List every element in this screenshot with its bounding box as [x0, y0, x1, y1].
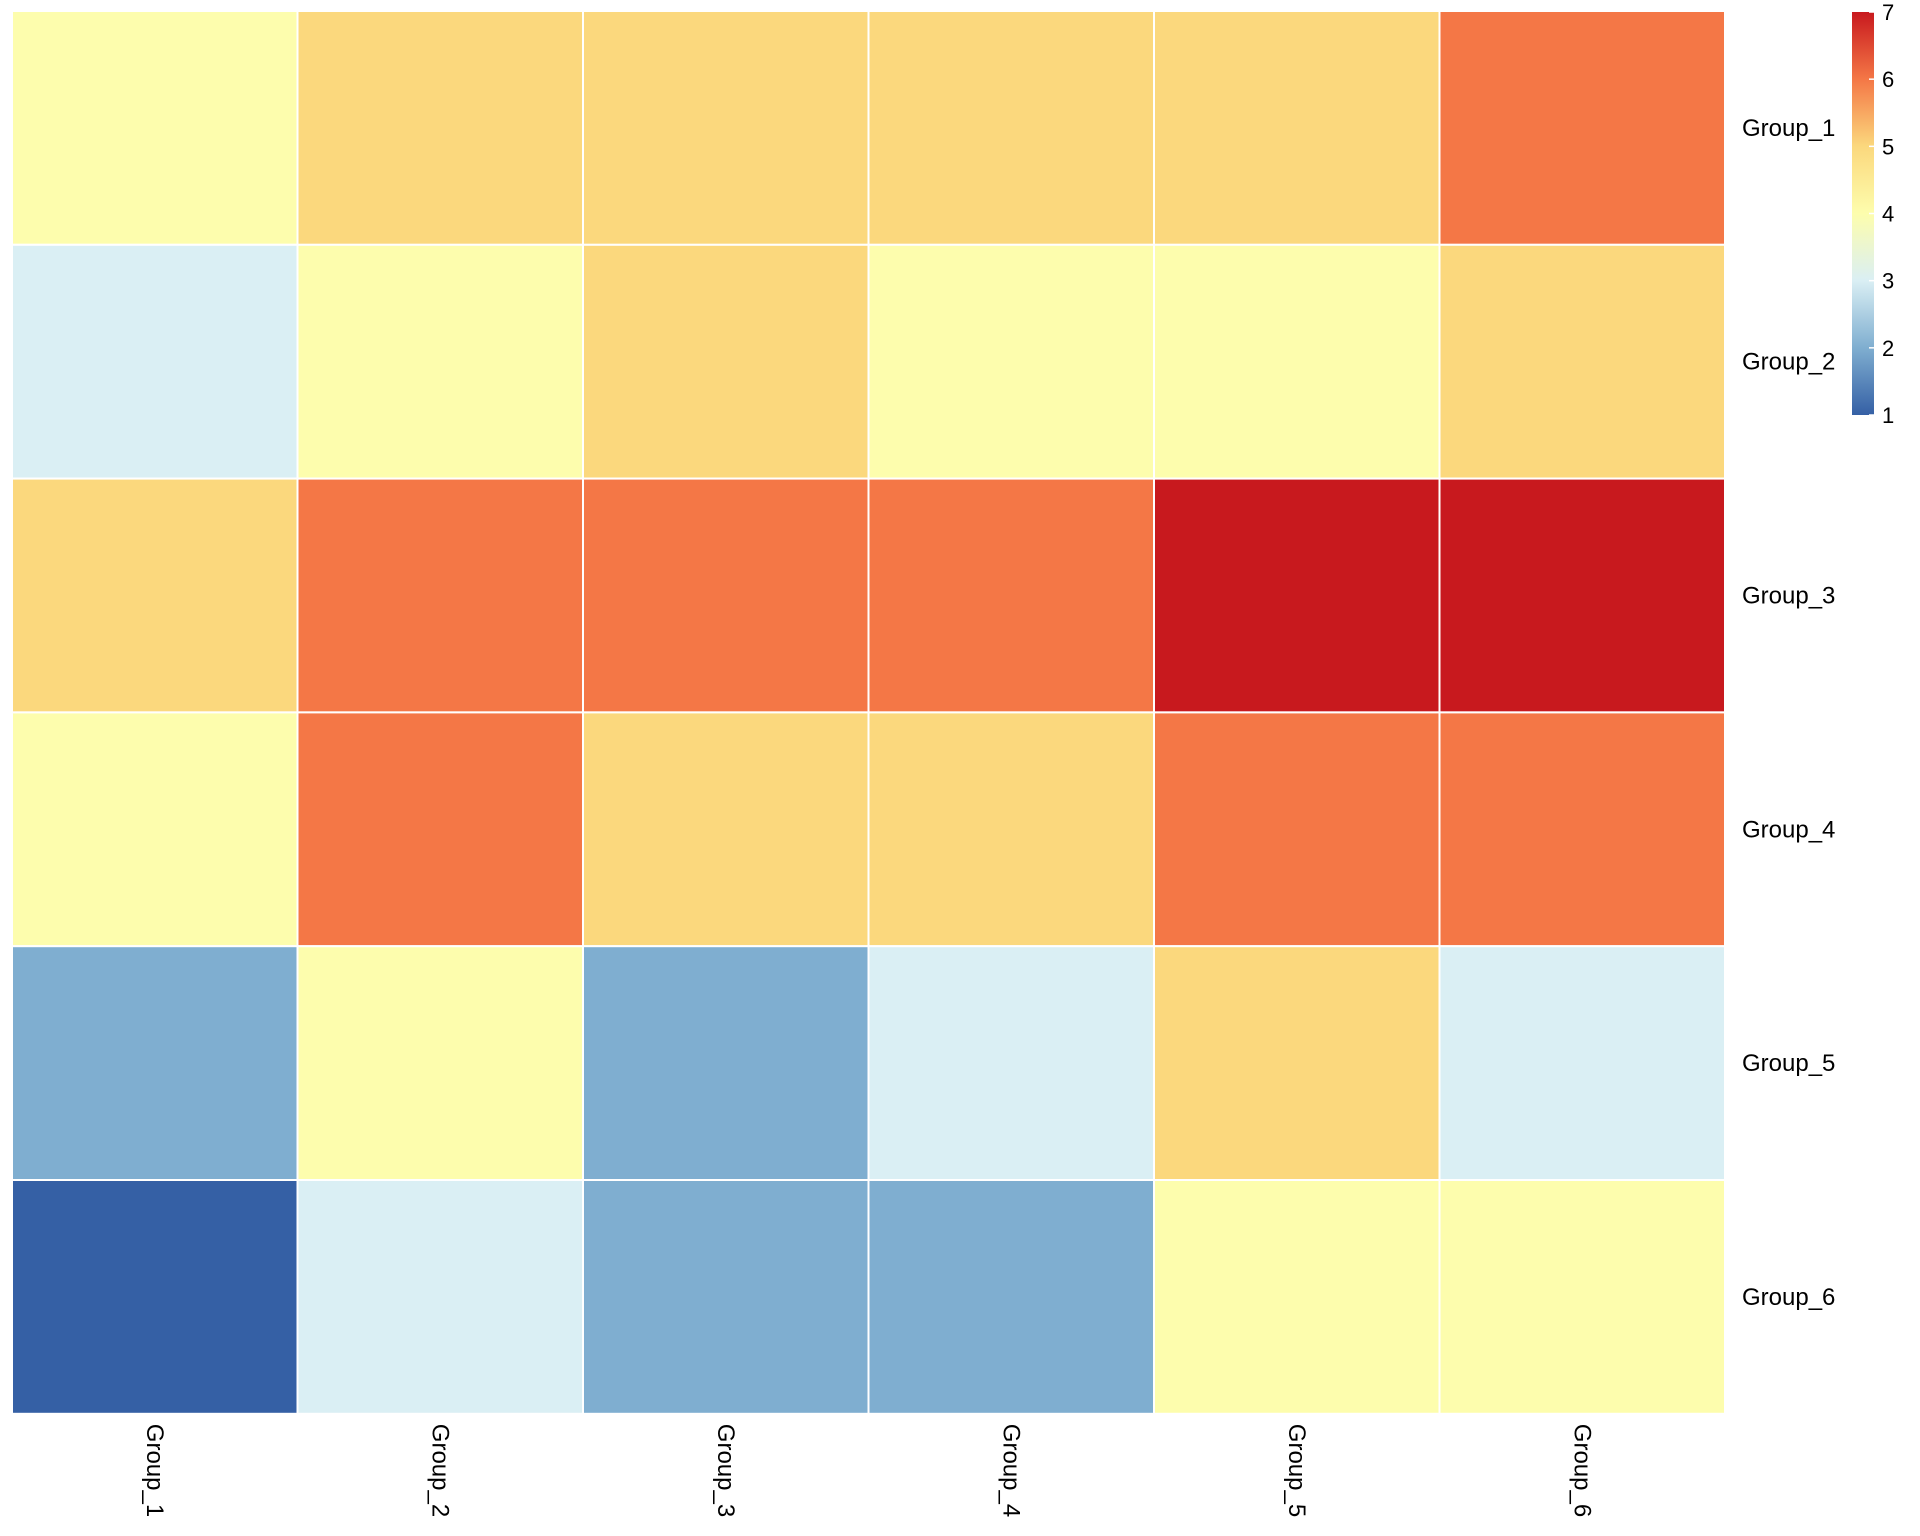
column-label: Group_4 [997, 1424, 1024, 1517]
column-label: Group_2 [426, 1424, 453, 1517]
legend-tick-label: 7 [1882, 0, 1894, 25]
heatmap-cell [1153, 1179, 1441, 1415]
heatmap-cell [867, 1179, 1155, 1415]
heatmap-cell [1153, 945, 1441, 1182]
heatmap-cell [1438, 945, 1726, 1182]
heatmap-cell [296, 945, 584, 1182]
row-label: Group_6 [1742, 1284, 1835, 1311]
legend-tick-label: 3 [1882, 269, 1894, 294]
color-legend-bar [1852, 12, 1874, 415]
heatmap-cell [1153, 10, 1441, 246]
row-labels: Group_1 Group_2 Group_3 Group_4 Group_5 Group… [1742, 115, 1835, 1311]
heatmap-cell [582, 477, 870, 714]
heatmap-cell [1438, 477, 1726, 714]
heatmap-cell [11, 711, 299, 948]
row-label: Group_2 [1742, 349, 1835, 376]
color-legend: 1 2 3 4 5 6 7 [1852, 0, 1894, 428]
column-label: Group_1 [141, 1424, 168, 1517]
heatmap-cell [1438, 711, 1726, 948]
heatmap-cell [582, 711, 870, 948]
heatmap-cell [1153, 243, 1441, 480]
heatmap-cell [296, 1179, 584, 1415]
heatmap-cell [296, 711, 584, 948]
legend-tick-label: 5 [1882, 134, 1894, 159]
heatmap-cell [867, 711, 1155, 948]
heatmap-cell [1153, 477, 1441, 714]
heatmap-cell [1438, 243, 1726, 480]
column-label: Group_6 [1568, 1424, 1595, 1517]
column-label: Group_3 [712, 1424, 739, 1517]
row-label: Group_4 [1742, 816, 1835, 843]
legend-tick-label: 4 [1882, 202, 1894, 227]
heatmap-cell [582, 1179, 870, 1415]
heatmap-cell [582, 945, 870, 1182]
heatmap-cell [582, 10, 870, 246]
column-labels: Group_1 Group_2 Group_3 Group_4 Group_5 Group… [141, 1424, 1596, 1517]
heatmap-cells [11, 10, 1726, 1415]
heatmap-cell [296, 243, 584, 480]
heatmap-cell [867, 10, 1155, 246]
heatmap-cell [582, 243, 870, 480]
heatmap-cell [11, 477, 299, 714]
heatmap-cell [11, 10, 299, 246]
heatmap-cell [1438, 1179, 1726, 1415]
column-label: Group_5 [1283, 1424, 1310, 1517]
row-label: Group_1 [1742, 115, 1835, 142]
heatmap-cell [11, 243, 299, 480]
heatmap-cell [867, 477, 1155, 714]
heatmap-cell [1438, 10, 1726, 246]
legend-tick-label: 1 [1882, 403, 1894, 428]
heatmap-cell [11, 1179, 299, 1415]
color-legend-ticks: 1 2 3 4 5 6 7 [1869, 0, 1894, 428]
row-label: Group_5 [1742, 1050, 1835, 1077]
heatmap-cell [1153, 711, 1441, 948]
heatmap-cell [296, 477, 584, 714]
heatmap-cell [11, 945, 299, 1182]
heatmap-cell [867, 243, 1155, 480]
legend-tick-label: 6 [1882, 67, 1894, 92]
heatmap-cell [296, 10, 584, 246]
heatmap-cell [867, 945, 1155, 1182]
row-label: Group_3 [1742, 583, 1835, 610]
legend-tick-label: 2 [1882, 336, 1894, 361]
